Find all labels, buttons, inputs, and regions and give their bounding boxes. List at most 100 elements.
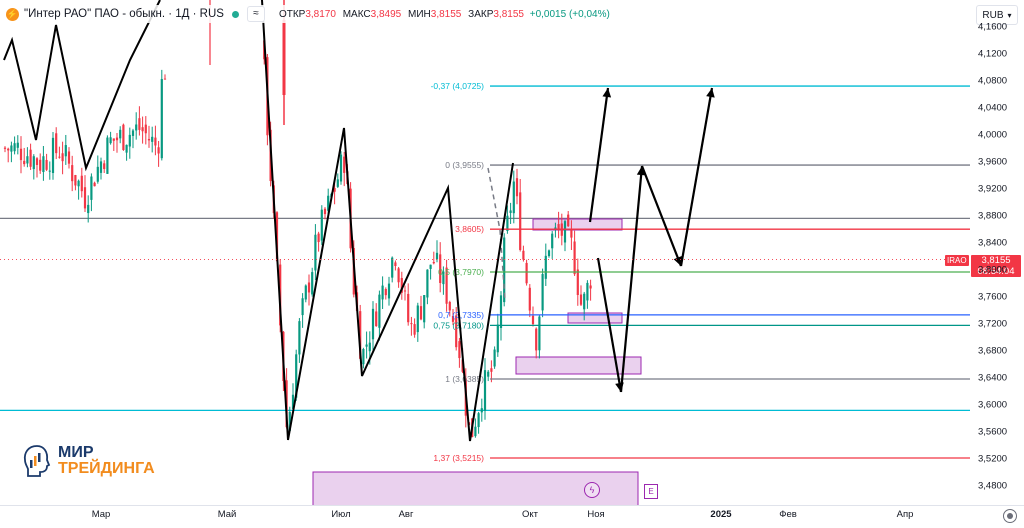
- candle-body: [26, 156, 29, 164]
- currency-selector[interactable]: RUB ▾: [976, 5, 1018, 25]
- candle-body: [93, 182, 96, 187]
- time-tick-label: Ноя: [587, 509, 605, 520]
- candle-body: [535, 328, 538, 351]
- candle-body: [410, 323, 413, 325]
- candle-body: [519, 192, 522, 250]
- symbol-legend: ⚡ "Интер РАО" ПАО - обыкн. · 1Д · RUS ≈ …: [6, 5, 614, 23]
- candle-body: [503, 237, 506, 303]
- candle-body: [397, 268, 400, 283]
- supply-zone-box: [532, 218, 623, 231]
- price-tick-label: 4,0400: [978, 102, 1008, 114]
- candle-body: [589, 285, 592, 289]
- arrow-up-scenario: [619, 165, 644, 393]
- close-value: 3,8155: [493, 8, 524, 20]
- candle-body: [58, 156, 61, 158]
- candle-body: [448, 301, 451, 311]
- watermark-logo: МИР ТРЕЙДИНГА: [22, 444, 155, 478]
- candle-body: [439, 254, 442, 283]
- candle-body: [77, 180, 80, 187]
- wave-line-left: [3, 0, 161, 172]
- candle-body: [515, 178, 519, 197]
- lightning-icon[interactable]: ϟ: [584, 482, 600, 498]
- zone-box-lower: [515, 356, 642, 375]
- candle-body: [96, 166, 99, 182]
- gear-icon[interactable]: [1003, 509, 1017, 523]
- candle-body: [384, 289, 387, 296]
- candle-body: [80, 175, 83, 192]
- price-tick-label: 4,1600: [978, 21, 1008, 33]
- time-tick-label: Окт: [521, 509, 539, 520]
- time-axis[interactable]: Мар Май Июл Авг Окт Ноя 2025 Фев Апр: [0, 505, 1024, 528]
- head-chart-logo-icon: [23, 445, 51, 477]
- candle-body: [163, 78, 167, 80]
- chevron-down-icon: ▾: [1007, 10, 1012, 20]
- candle-body: [327, 195, 330, 211]
- candle-body: [336, 179, 339, 187]
- candle-body: [371, 308, 375, 340]
- candle-body: [10, 145, 13, 152]
- candle-body: [359, 311, 362, 359]
- candle-body: [586, 282, 589, 301]
- time-tick-label: Авг: [398, 509, 414, 520]
- candle-body: [512, 181, 515, 214]
- candle-body: [151, 136, 154, 142]
- chart-area[interactable]: -0,37 (4,0725) 0 (3,9555) 3,8605) 0,5 (3,79…: [0, 0, 970, 505]
- arrow-down-scenario: [596, 257, 623, 393]
- ticker-badge: IRAO: [945, 255, 969, 266]
- collapse-legend-button[interactable]: ≈: [246, 6, 265, 22]
- candle-body: [32, 156, 35, 170]
- fib-level-label: 0,7 (3,7335): [438, 310, 484, 320]
- price-tick-label: 3,5200: [978, 453, 1008, 465]
- candle-body: [99, 161, 103, 173]
- candle-body: [333, 188, 336, 192]
- candle-body: [583, 293, 586, 310]
- candle-body: [64, 145, 67, 157]
- candle-body: [458, 341, 461, 359]
- candle-body: [541, 274, 544, 311]
- fib-level-label: 3,8605): [455, 224, 484, 234]
- candle-body: [109, 137, 112, 144]
- candle-body: [67, 151, 71, 164]
- price-tick-label: 3,5600: [978, 426, 1008, 438]
- bar-countdown: 08:54:04: [977, 266, 1015, 277]
- candle-body: [525, 262, 528, 284]
- candle-body: [493, 349, 496, 367]
- demand-zone-box: [312, 471, 639, 505]
- current-price-tag: 3,8155 08:54:04: [971, 255, 1021, 277]
- candle-body: [487, 371, 490, 377]
- candle-body: [567, 214, 570, 227]
- candle-body: [442, 271, 445, 285]
- candle-body: [528, 287, 531, 311]
- time-tick-label: Апр: [896, 509, 914, 520]
- candle-body: [119, 129, 122, 139]
- price-axis[interactable]: [970, 0, 1024, 505]
- candle-body: [7, 148, 10, 151]
- candle-body: [381, 285, 384, 300]
- ohlc-values: ОТКР3,8170 МАКС3,8495 МИН3,8155 ЗАКР3,81…: [278, 8, 610, 20]
- time-tick-label: Фев: [779, 509, 797, 520]
- candle-body: [407, 293, 410, 323]
- candle-body: [83, 187, 87, 209]
- candle-body: [314, 234, 317, 271]
- candle-body: [490, 368, 493, 372]
- arrow-up-short: [588, 87, 610, 223]
- candle-body: [13, 143, 16, 152]
- candle-body: [141, 127, 144, 132]
- candle-body: [3, 147, 7, 149]
- candle-body: [426, 269, 429, 298]
- price-chart[interactable]: -0,37 (4,0725) 0 (3,9555) 3,8605) 0,5 (3,79…: [0, 0, 970, 505]
- candle-body: [362, 348, 365, 365]
- earnings-marker[interactable]: E: [644, 484, 658, 499]
- price-tick-label: 3,9600: [978, 156, 1008, 168]
- time-tick-label: 2025: [710, 509, 732, 520]
- candle-body: [112, 138, 115, 141]
- symbol-title[interactable]: "Интер РАО" ПАО - обыкн. · 1Д · RUS: [24, 8, 224, 20]
- price-tick-label: 3,6400: [978, 372, 1008, 384]
- candle-body: [135, 124, 138, 131]
- candle-body: [103, 163, 106, 169]
- candle-body: [275, 212, 279, 262]
- time-tick-label: Июл: [331, 509, 351, 520]
- candle-body: [576, 269, 579, 295]
- candle-body: [138, 118, 141, 130]
- candle-body: [509, 210, 512, 213]
